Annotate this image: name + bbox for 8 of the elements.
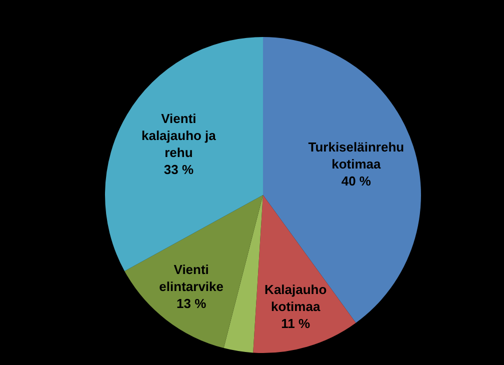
data-label: 33 %: [164, 162, 194, 178]
data-label: 40 %: [341, 173, 372, 188]
data-label: 11 %: [281, 316, 311, 331]
slice-label: Vienti kalajauho ja rehu: [141, 111, 217, 160]
slice-label: Kalajauho kotimaa: [264, 282, 327, 314]
data-label: 13 %: [176, 296, 207, 311]
slice-label: Turkiseläinrehu kotimaa: [308, 139, 404, 172]
slice-label: Vienti elintarvike: [159, 262, 224, 294]
